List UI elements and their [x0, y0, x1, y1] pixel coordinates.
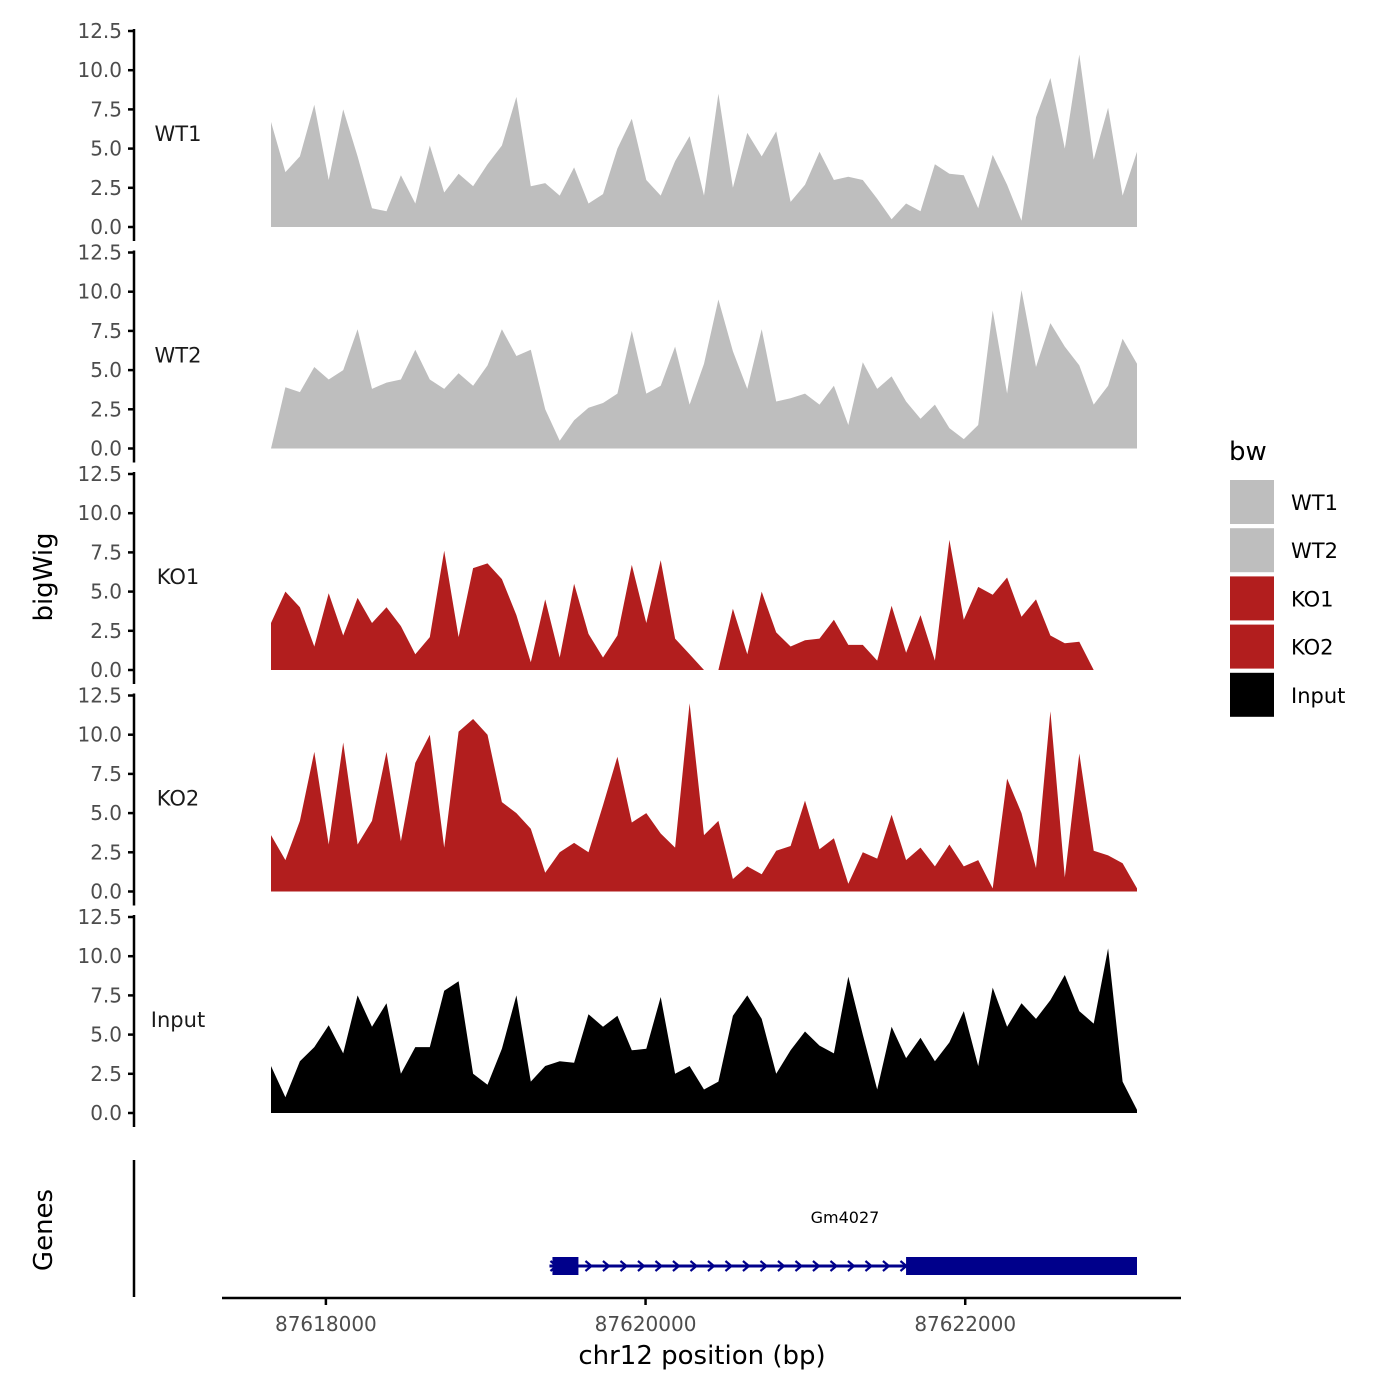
area-ko2	[271, 703, 1137, 892]
strand-arrow-icon	[812, 1260, 821, 1272]
legend-label: WT2	[1291, 539, 1338, 563]
legend-label: KO2	[1291, 636, 1334, 660]
y-tick-label: 10.0	[77, 501, 122, 525]
genes-panel-title: Genes	[29, 1189, 59, 1271]
y-tick-label: 7.5	[90, 97, 122, 121]
strand-arrow-icon	[689, 1260, 699, 1272]
y-tick-label: 2.5	[90, 619, 122, 643]
y-tick-label: 7.5	[90, 540, 122, 564]
y-tick-label: 2.5	[90, 840, 122, 864]
strand-arrow-icon	[847, 1260, 856, 1272]
track-input: 0.0 2.5 5.0 7.5 10.0 12.5 Input	[77, 905, 1137, 1127]
y-tick-label: 5.0	[90, 137, 122, 161]
y-tick-label: 12.5	[77, 684, 122, 708]
y-tick-label: 2.5	[90, 176, 122, 200]
strand-arrow-icon	[637, 1260, 646, 1272]
legend: bw WT1 WT2 KO1 KO2 Input	[1229, 437, 1345, 717]
x-axis: 87618000 87620000 87622000	[222, 1296, 1181, 1336]
y-tick-label: 10.0	[77, 944, 122, 968]
track-ko2: 0.0 2.5 5.0 7.5 10.0 12.5 KO2	[77, 684, 1137, 906]
strand-arrow-icon	[742, 1260, 751, 1272]
area-wt1	[271, 54, 1137, 227]
track-label: Input	[151, 1008, 205, 1032]
strand-arrow-icon	[602, 1260, 611, 1272]
area-input	[271, 948, 1137, 1113]
legend-label: WT1	[1291, 491, 1338, 515]
y-tick-label: 5.0	[90, 580, 122, 604]
strand-arrow-icon	[794, 1260, 804, 1272]
strand-arrow-icon	[584, 1260, 594, 1272]
genes-panel: Gm4027	[132, 1160, 1137, 1297]
y-tick-label: 12.5	[77, 19, 122, 43]
legend-swatch	[1230, 672, 1274, 717]
track-label: WT1	[155, 122, 202, 146]
y-tick-label: 7.5	[90, 762, 122, 786]
coverage-tracks: 0.0 2.5 5.0 7.5 10.0 12.5 WT1 0.0 2.5 5.0 7.5 10.0 1…	[77, 19, 1137, 1127]
legend-swatch	[1230, 576, 1274, 621]
gene-exon	[906, 1257, 1137, 1275]
legend-swatch	[1230, 480, 1274, 524]
legend-label: KO1	[1291, 587, 1334, 611]
strand-arrow-icon	[724, 1260, 734, 1272]
y-tick-label: 10.0	[77, 280, 122, 304]
strand-arrow-icon	[654, 1260, 664, 1272]
track-wt2: 0.0 2.5 5.0 7.5 10.0 12.5 WT2	[77, 241, 1137, 463]
y-tick-label: 0.0	[90, 1101, 122, 1125]
track-label: KO1	[157, 565, 200, 589]
legend-label: Input	[1291, 684, 1345, 708]
area-wt2	[271, 290, 1137, 449]
y-tick-label: 7.5	[90, 983, 122, 1007]
y-tick-label: 0.0	[90, 215, 122, 239]
strand-arrow-icon	[777, 1260, 786, 1272]
y-tick-label: 0.0	[90, 880, 122, 904]
area-ko1	[271, 539, 1137, 670]
y-tick-label: 7.5	[90, 319, 122, 343]
track-wt1: 0.0 2.5 5.0 7.5 10.0 12.5 WT1	[77, 19, 1137, 241]
legend-title: bw	[1229, 437, 1267, 467]
y-tick-label: 10.0	[77, 58, 122, 82]
y-tick-label: 12.5	[77, 462, 122, 486]
y-tick-label: 2.5	[90, 397, 122, 421]
gene-exon	[552, 1257, 579, 1275]
track-label: KO2	[157, 787, 200, 811]
y-tick-label: 10.0	[77, 723, 122, 747]
strand-arrow-icon	[672, 1260, 681, 1272]
y-tick-label: 12.5	[77, 905, 122, 929]
strand-arrow-icon	[882, 1260, 891, 1272]
strand-arrow-icon	[829, 1260, 839, 1272]
x-tick-label: 87622000	[914, 1312, 1016, 1336]
legend-swatch	[1230, 624, 1274, 669]
y-tick-label: 2.5	[90, 1062, 122, 1086]
track-label: WT2	[155, 344, 202, 368]
strand-arrow-icon	[864, 1260, 874, 1272]
x-tick-label: 87618000	[275, 1312, 377, 1336]
y-tick-label: 5.0	[90, 801, 122, 825]
y-axis-title: bigWig	[29, 532, 59, 621]
y-tick-label: 12.5	[77, 241, 122, 265]
legend-swatch	[1230, 528, 1274, 573]
strand-arrow-icon	[619, 1260, 629, 1272]
x-axis-title: chr12 position (bp)	[578, 1341, 825, 1371]
y-tick-label: 5.0	[90, 358, 122, 382]
x-tick-label: 87620000	[595, 1312, 697, 1336]
track-ko1: 0.0 2.5 5.0 7.5 10.0 12.5 KO1	[77, 462, 1137, 684]
y-tick-label: 0.0	[90, 658, 122, 682]
y-tick-label: 0.0	[90, 437, 122, 461]
strand-arrow-icon	[707, 1260, 716, 1272]
y-tick-label: 5.0	[90, 1023, 122, 1047]
gene-name-label: Gm4027	[811, 1208, 880, 1227]
strand-arrow-icon	[759, 1260, 769, 1272]
